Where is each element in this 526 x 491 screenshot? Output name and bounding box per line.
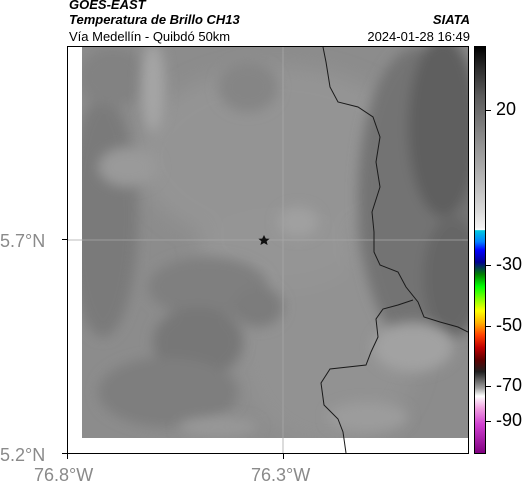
lon-tick bbox=[67, 454, 68, 459]
lat-label: 5.2°N bbox=[0, 445, 46, 465]
lon-label: 76.3°W bbox=[251, 465, 311, 485]
product-title: Temperatura de Brillo CH13 bbox=[69, 12, 240, 27]
department-boundary bbox=[320, 299, 414, 453]
lat-tick bbox=[62, 239, 67, 240]
colorbar bbox=[474, 46, 486, 454]
star-icon bbox=[258, 235, 270, 245]
department-boundary bbox=[322, 47, 468, 333]
colorbar-label: -90 bbox=[496, 410, 523, 430]
organization-label: SIATA bbox=[432, 12, 470, 27]
colorbar-label: -30 bbox=[496, 254, 523, 274]
satellite-title: GOES-EAST bbox=[69, 0, 146, 12]
satellite-image bbox=[68, 47, 468, 453]
timestamp-label: 2024-01-28 16:49 bbox=[367, 29, 470, 44]
colorbar-label: 20 bbox=[496, 99, 517, 119]
lon-label: 76.8°W bbox=[34, 465, 94, 485]
lat-label: 5.7°N bbox=[0, 231, 46, 251]
satellite-map[interactable] bbox=[67, 46, 469, 454]
lat-tick bbox=[62, 453, 67, 454]
colorbar-label: -50 bbox=[496, 315, 523, 335]
colorbar-label: -70 bbox=[496, 375, 523, 395]
region-subtitle: Vía Medellín - Quibdó 50km bbox=[69, 29, 231, 44]
lon-tick bbox=[283, 454, 284, 459]
